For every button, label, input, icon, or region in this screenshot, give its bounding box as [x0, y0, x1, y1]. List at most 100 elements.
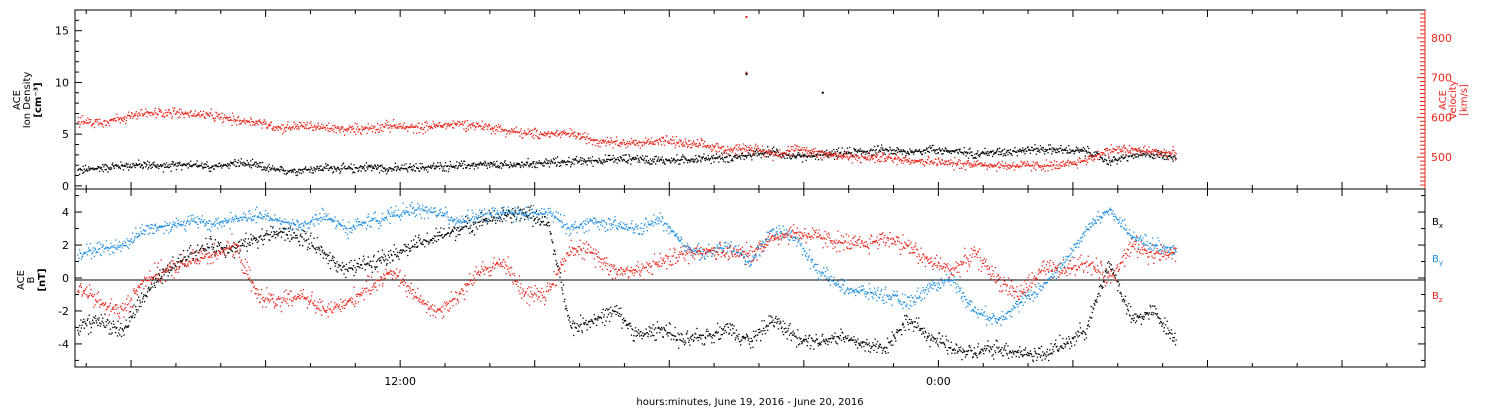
- density-point: [1046, 149, 1049, 151]
- bx-point: [524, 212, 526, 214]
- density-point: [393, 169, 395, 171]
- density-point: [1071, 150, 1073, 152]
- density-point: [1060, 144, 1062, 147]
- density-point: [351, 168, 353, 170]
- density-point: [668, 159, 670, 162]
- velocity-point: [537, 137, 539, 139]
- density-point: [367, 168, 369, 170]
- density-point: [801, 155, 803, 157]
- bx-point: [453, 227, 456, 229]
- bx-point: [190, 245, 192, 247]
- velocity-point: [558, 133, 561, 135]
- velocity-point: [970, 162, 972, 165]
- density-point: [126, 166, 129, 168]
- bx-point: [397, 251, 399, 253]
- velocity-point: [900, 161, 902, 163]
- bx-point: [469, 232, 471, 234]
- bx-point: [722, 329, 724, 331]
- density-point: [331, 166, 333, 168]
- velocity-point: [819, 150, 821, 152]
- bx-point: [184, 256, 186, 258]
- density-point: [643, 157, 646, 159]
- bx-point: [731, 324, 733, 326]
- bx-point: [215, 250, 218, 252]
- velocity-point: [867, 159, 869, 161]
- bx-point: [310, 242, 313, 244]
- density-point: [436, 166, 438, 168]
- velocity-point: [724, 151, 726, 153]
- velocity-point: [675, 144, 677, 146]
- velocity-point: [466, 120, 468, 122]
- density-point: [239, 161, 241, 163]
- bx-point: [319, 253, 322, 256]
- velocity-point: [214, 120, 216, 122]
- velocity-point: [1083, 160, 1085, 162]
- density-point: [937, 152, 939, 154]
- velocity-point: [797, 149, 800, 151]
- density-point: [1022, 149, 1024, 152]
- bx-point: [470, 224, 472, 227]
- density-point: [724, 156, 726, 159]
- bx-point: [342, 265, 345, 267]
- density-point: [646, 161, 648, 163]
- velocity-point: [356, 123, 358, 125]
- velocity-point: [236, 124, 238, 126]
- bx-point: [659, 328, 661, 330]
- density-point: [338, 169, 340, 171]
- bx-point: [816, 339, 818, 341]
- bx-point: [371, 271, 373, 273]
- velocity-point: [406, 125, 408, 128]
- density-point: [491, 162, 493, 165]
- velocity-point: [425, 120, 427, 123]
- density-point: [1075, 146, 1078, 148]
- density-point: [548, 160, 550, 162]
- bx-point: [198, 251, 200, 254]
- bx-point: [348, 267, 350, 269]
- bx-point: [383, 253, 385, 255]
- density-point: [564, 161, 566, 164]
- density-point: [1157, 149, 1160, 152]
- density-point: [738, 155, 741, 157]
- bx-point: [765, 326, 767, 328]
- velocity-point: [706, 145, 709, 147]
- bx-point: [647, 333, 650, 335]
- density-point: [1114, 159, 1116, 161]
- density-point: [454, 167, 456, 169]
- density-point: [640, 156, 642, 159]
- density-point: [967, 157, 970, 159]
- density-point: [128, 166, 130, 168]
- density-point: [253, 163, 255, 165]
- velocity-point: [717, 143, 719, 145]
- density-point: [608, 158, 610, 161]
- velocity-point: [120, 117, 122, 119]
- bx-point: [547, 225, 549, 227]
- density-point: [901, 150, 903, 153]
- bx-point: [183, 256, 185, 258]
- density-point: [411, 166, 413, 168]
- velocity-point: [202, 110, 205, 112]
- bx-point: [643, 334, 645, 337]
- bx-point: [660, 326, 663, 329]
- velocity-point: [432, 120, 434, 123]
- bx-point: [596, 317, 598, 319]
- velocity-point: [1064, 163, 1066, 166]
- density-point: [105, 168, 107, 171]
- density-point: [292, 171, 294, 173]
- density-point: [1056, 149, 1059, 151]
- density-point: [1088, 151, 1090, 154]
- velocity-point: [1084, 157, 1086, 160]
- bx-point: [771, 316, 773, 318]
- bx-point: [621, 327, 623, 329]
- density-point: [1109, 161, 1111, 164]
- velocity-point: [747, 149, 749, 151]
- density-point: [430, 164, 432, 167]
- density-point: [1032, 150, 1034, 152]
- velocity-point: [331, 129, 333, 132]
- bx-point: [473, 223, 475, 226]
- bx-point: [377, 259, 379, 261]
- density-point: [776, 148, 778, 150]
- density-point: [879, 150, 882, 153]
- density-point: [104, 169, 106, 171]
- bx-point: [273, 230, 275, 233]
- velocity-point: [652, 142, 654, 144]
